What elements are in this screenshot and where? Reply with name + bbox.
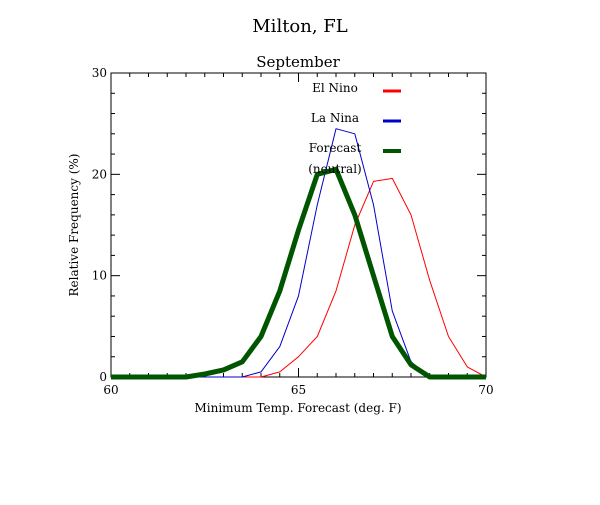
series-line-la-nina bbox=[111, 128, 486, 378]
x-tick-label: 60 bbox=[103, 383, 118, 397]
series-line-forecast-neutral bbox=[111, 166, 486, 380]
legend-label-la-nina: La Nina bbox=[311, 111, 359, 125]
legend-label-forecast-neutral-line2: (neutral) bbox=[308, 162, 361, 176]
y-tick-label: 0 bbox=[99, 370, 107, 384]
y-axis-label: Relative Frequency (%) bbox=[67, 154, 81, 297]
y-tick-label: 20 bbox=[92, 167, 107, 181]
plot-area: 60 65 70 0 10 20 30 El Nino La Nina Forecast (neut… bbox=[92, 66, 494, 397]
legend-label-forecast-neutral: Forecast bbox=[309, 141, 362, 155]
chart-subtitle: September bbox=[256, 53, 340, 71]
chart-title: Milton, FL bbox=[252, 16, 348, 37]
x-tick-label: 70 bbox=[478, 383, 493, 397]
y-tick-label: 10 bbox=[92, 269, 107, 283]
x-tick-label: 65 bbox=[291, 383, 306, 397]
x-axis-label: Minimum Temp. Forecast (deg. F) bbox=[194, 401, 401, 415]
y-tick-label: 30 bbox=[92, 66, 107, 80]
series-line-el-nino bbox=[111, 177, 487, 378]
legend-label-el-nino: El Nino bbox=[312, 81, 358, 95]
